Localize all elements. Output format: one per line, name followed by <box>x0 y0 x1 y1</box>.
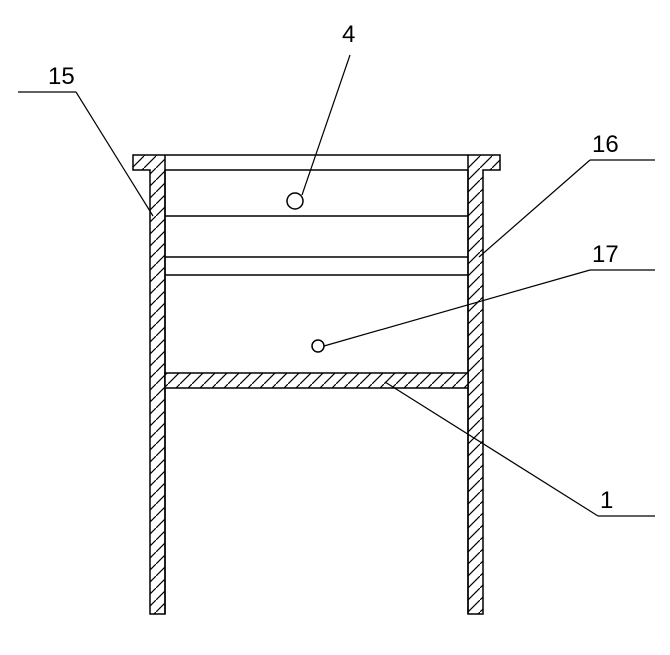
leader-15: 15 <box>18 63 153 216</box>
label-4: 4 <box>342 21 355 48</box>
feature-circle-17 <box>312 340 324 352</box>
label-1: 1 <box>600 487 613 514</box>
label-16: 16 <box>592 131 619 158</box>
inner-floor-slab <box>165 373 468 388</box>
leader-1: 1 <box>385 382 655 516</box>
labels: 4 15 16 17 1 <box>18 21 655 516</box>
label-15: 15 <box>48 63 75 90</box>
leader-4: 4 <box>302 21 355 195</box>
feature-circle-4 <box>287 193 303 209</box>
leader-16: 16 <box>479 131 655 257</box>
label-17: 17 <box>592 241 619 268</box>
